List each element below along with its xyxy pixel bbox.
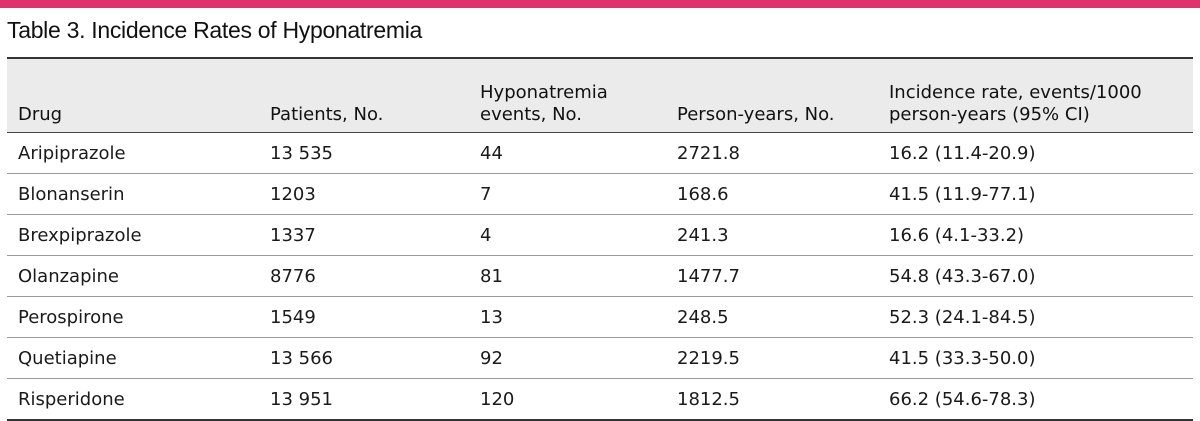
table-row: Blonanserin 1203 7 168.6 41.5 (11.9-77.1… [7, 173, 1193, 215]
cell-incidence-rate: 66.2 (54.6-78.3) [878, 378, 1193, 421]
column-header-person-years: Person-years, No. [666, 57, 878, 133]
cell-patients: 1337 [259, 214, 469, 256]
cell-patients: 1203 [259, 173, 469, 215]
cell-events: 13 [469, 296, 666, 338]
cell-events: 92 [469, 337, 666, 379]
accent-rule [0, 0, 1200, 8]
incidence-table: Drug Patients, No. Hyponatremia events, … [7, 57, 1193, 421]
column-header-line: person-years (95% CI) [889, 104, 1090, 125]
column-header-incidence-rate: Incidence rate, events/1000 person-years… [878, 57, 1193, 133]
table-row: Brexpiprazole 1337 4 241.3 16.6 (4.1-33.… [7, 214, 1193, 256]
cell-patients: 13 951 [259, 378, 469, 421]
cell-events: 7 [469, 173, 666, 215]
cell-events: 120 [469, 378, 666, 421]
cell-drug: Aripiprazole [7, 132, 259, 174]
cell-incidence-rate: 41.5 (33.3-50.0) [878, 337, 1193, 379]
cell-patients: 13 566 [259, 337, 469, 379]
cell-events: 44 [469, 132, 666, 174]
table-row: Perospirone 1549 13 248.5 52.3 (24.1-84.… [7, 296, 1193, 338]
cell-incidence-rate: 16.2 (11.4-20.9) [878, 132, 1193, 174]
cell-incidence-rate: 52.3 (24.1-84.5) [878, 296, 1193, 338]
cell-patients: 1549 [259, 296, 469, 338]
column-header-line: Person-years, No. [677, 104, 835, 125]
cell-person-years: 168.6 [666, 173, 878, 215]
column-header-drug: Drug [7, 57, 259, 133]
cell-incidence-rate: 41.5 (11.9-77.1) [878, 173, 1193, 215]
table-header-row: Drug Patients, No. Hyponatremia events, … [7, 57, 1193, 133]
cell-incidence-rate: 16.6 (4.1-33.2) [878, 214, 1193, 256]
column-header-line: events, No. [480, 104, 582, 125]
cell-drug: Perospirone [7, 296, 259, 338]
cell-drug: Risperidone [7, 378, 259, 421]
column-header-line: Patients, No. [270, 104, 384, 125]
cell-incidence-rate: 54.8 (43.3-67.0) [878, 255, 1193, 297]
table-title: Table 3. Incidence Rates of Hyponatremia [7, 17, 423, 43]
column-header-events: Hyponatremia events, No. [469, 57, 666, 133]
cell-person-years: 1477.7 [666, 255, 878, 297]
cell-person-years: 2219.5 [666, 337, 878, 379]
column-header-line: Hyponatremia [480, 82, 608, 103]
column-header-patients: Patients, No. [259, 57, 469, 133]
cell-patients: 8776 [259, 255, 469, 297]
cell-person-years: 241.3 [666, 214, 878, 256]
table-row: Risperidone 13 951 120 1812.5 66.2 (54.6… [7, 378, 1193, 421]
table-row: Aripiprazole 13 535 44 2721.8 16.2 (11.4… [7, 132, 1193, 174]
table-row: Quetiapine 13 566 92 2219.5 41.5 (33.3-5… [7, 337, 1193, 379]
cell-drug: Quetiapine [7, 337, 259, 379]
column-header-line: Drug [18, 104, 63, 125]
cell-person-years: 1812.5 [666, 378, 878, 421]
cell-drug: Olanzapine [7, 255, 259, 297]
table-row: Olanzapine 8776 81 1477.7 54.8 (43.3-67.… [7, 255, 1193, 297]
cell-events: 4 [469, 214, 666, 256]
cell-patients: 13 535 [259, 132, 469, 174]
cell-person-years: 2721.8 [666, 132, 878, 174]
cell-person-years: 248.5 [666, 296, 878, 338]
cell-drug: Brexpiprazole [7, 214, 259, 256]
cell-drug: Blonanserin [7, 173, 259, 215]
column-header-line: Incidence rate, events/1000 [889, 82, 1142, 103]
cell-events: 81 [469, 255, 666, 297]
